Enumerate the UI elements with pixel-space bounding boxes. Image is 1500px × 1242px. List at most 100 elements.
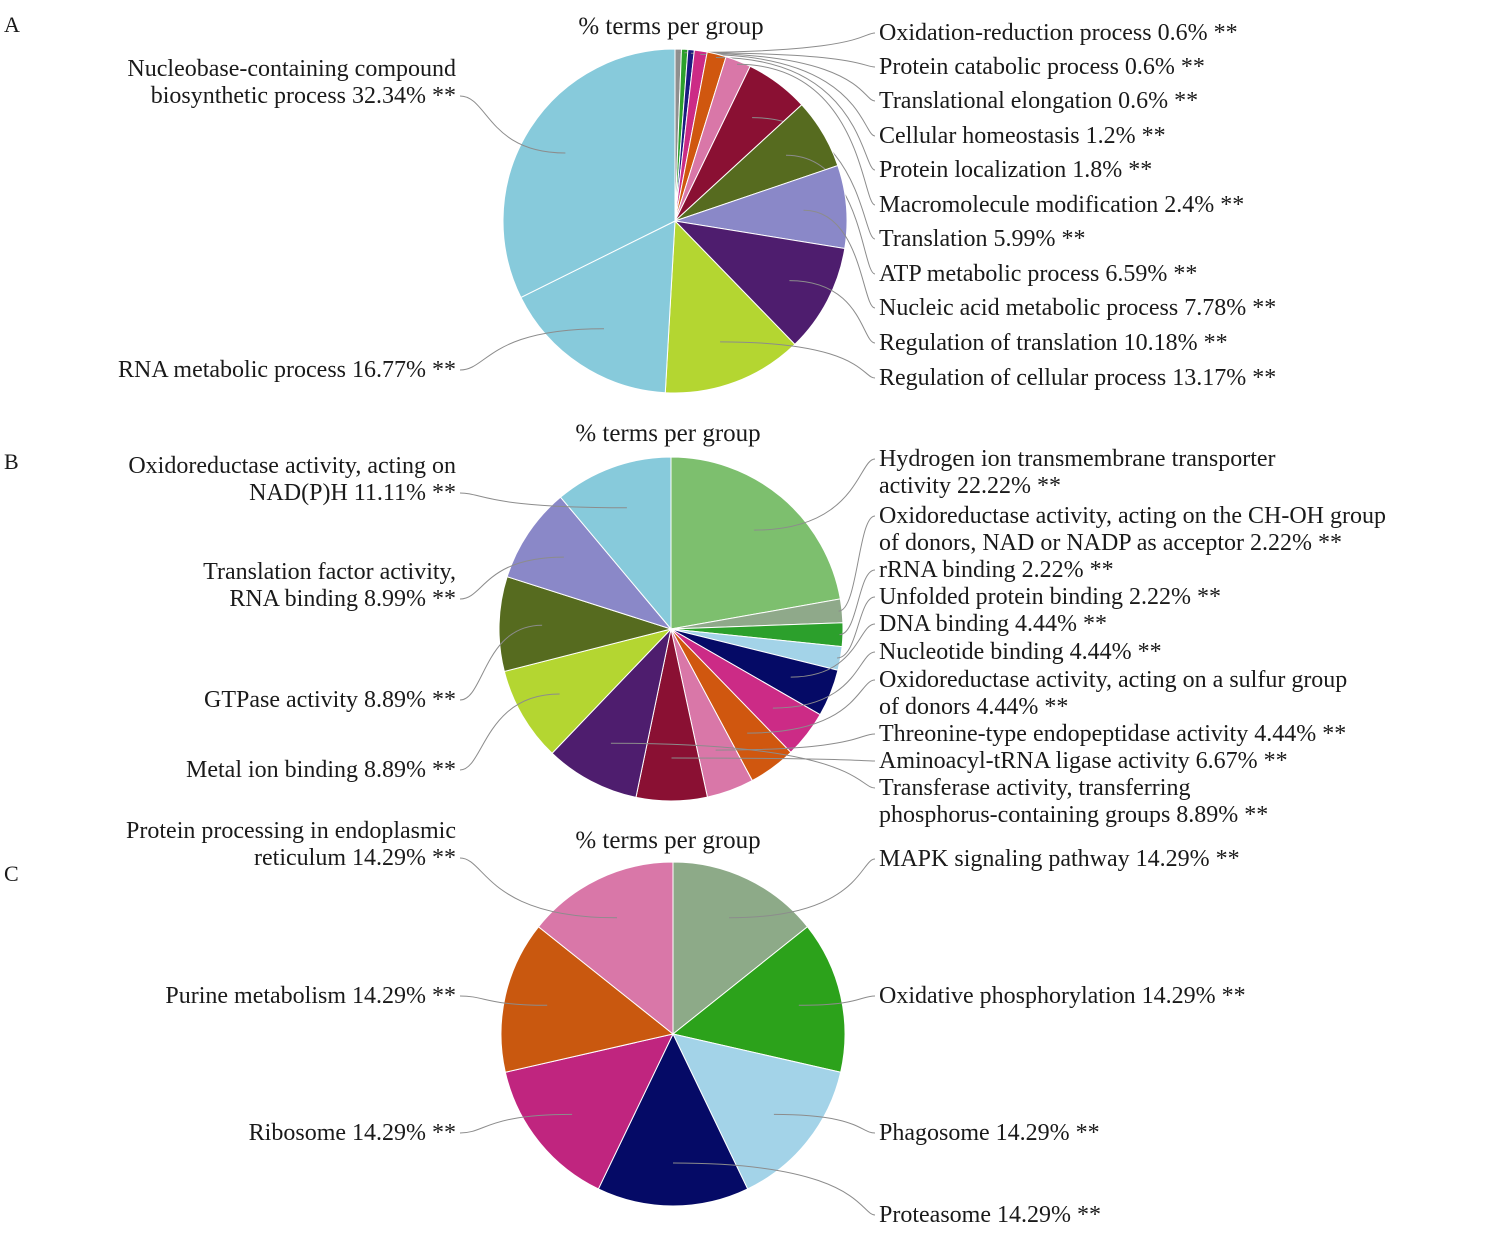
leader-line [785,154,876,275]
slice-label: Aminoacyl-tRNA ligase activity 6.67% ** [879,748,1288,774]
leader-line [747,679,876,734]
panel-letter-c: C [4,861,19,886]
slice-label: reticulum 14.29% ** [254,845,456,871]
slice-label: Threonine-type endopeptidase activity 4.… [879,721,1346,747]
slice-label: Transferase activity, transferring [879,775,1190,801]
panel-letter-b: B [4,449,19,474]
leader-line [610,742,876,789]
slice-label: Protein catabolic process 0.6% ** [879,54,1205,80]
slice-label: Translation factor activity, [203,559,456,585]
pie-slice [504,1033,674,1190]
slice-label: Translational elongation 0.6% ** [879,88,1198,114]
slice-label: Hydrogen ion transmembrane transporter [879,446,1276,472]
slice-label: of donors, NAD or NADP as acceptor 2.22%… [879,530,1342,556]
pie-c-title: % terms per group [575,827,760,854]
leader-line [459,857,618,919]
slice-label: Phagosome 14.29% ** [879,1120,1100,1146]
slice-label: Oxidative phosphorylation 14.29% ** [879,983,1246,1009]
pie-slice [673,220,846,346]
pie-slice [597,1032,749,1207]
slice-label: Oxidoreductase activity, acting on the C… [879,503,1386,529]
leader-line [715,57,876,171]
slice-label: Proteasome 14.29% ** [879,1202,1101,1228]
slice-label: NAD(P)H 11.11% ** [249,480,456,506]
pie-slice [551,627,672,798]
slice-label: RNA binding 8.99% ** [229,586,456,612]
leader-line [459,95,566,154]
pie-panel-b: B % terms per group Hydrogen ion transme… [4,420,1386,828]
leader-line [459,995,548,1006]
leader-line [459,1113,573,1134]
leader-line [839,569,876,636]
leader-line [459,556,564,600]
slice-label: MAPK signaling pathway 14.29% ** [879,846,1240,872]
pie-slice [520,220,676,394]
leader-line [700,53,876,137]
slice-label: Nucleotide binding 4.44% ** [879,639,1162,665]
leader-line [678,32,876,53]
slice-label: Translation 5.99% ** [879,226,1085,252]
leader-line [459,492,627,509]
leader-line [773,1113,876,1134]
pie-a-title: % terms per group [578,13,763,40]
slice-label: Nucleic acid metabolic process 7.78% ** [879,295,1276,321]
slice-label: Metal ion binding 8.89% ** [186,757,456,783]
pie-slice [498,576,673,673]
leader-line [459,693,560,771]
leader-line [790,623,876,678]
slice-label: Cellular homeostasis 1.2% ** [879,123,1166,149]
leader-line [715,733,876,751]
slice-label: Oxidation-reduction process 0.6% ** [879,20,1238,46]
slice-label: ATP metabolic process 6.59% ** [879,261,1197,287]
leader-line [672,1162,876,1216]
leader-line [690,52,876,102]
leader-line [772,651,876,709]
slice-label: Ribosome 14.29% ** [249,1120,456,1146]
pie-slice [672,861,809,1036]
pie-slice [537,861,674,1036]
slice-label: Macromolecule modification 2.4% ** [879,192,1244,218]
slice-label: of donors 4.44% ** [879,694,1068,720]
slice-label: Nucleobase-containing compound [127,56,456,82]
leader-line [736,63,876,206]
slice-label: GTPase activity 8.89% ** [204,687,456,713]
pie-b-title: % terms per group [575,420,760,447]
leader-line [753,458,876,531]
pie-slice [500,926,675,1073]
slice-label: RNA metabolic process 16.77% ** [118,357,456,383]
leader-line [459,328,605,371]
slice-label: DNA binding 4.44% ** [879,611,1107,637]
slice-label: phosphorus-containing groups 8.89% ** [879,802,1268,828]
pie-slice [506,496,673,631]
slice-label: biosynthetic process 32.34% ** [151,83,456,109]
slice-label: rRNA binding 2.22% ** [879,557,1114,583]
slice-label: Regulation of translation 10.18% ** [879,330,1228,356]
pie-slice [502,48,676,299]
pie-slice [664,219,796,394]
slice-label: Oxidoreductase activity, acting on [128,453,456,479]
leader-line [837,596,876,659]
leader-line [803,209,876,309]
pie-panel-a: A % terms per group Oxidation-reduction … [4,12,1276,394]
slice-label: Protein processing in endoplasmic [126,818,456,844]
slice-label: Purine metabolism 14.29% ** [165,983,456,1009]
leader-line [789,280,876,344]
pie-slice [503,628,673,754]
slice-label: Unfolded protein binding 2.22% ** [879,584,1221,610]
pie-slice [670,456,841,630]
leader-line [728,858,876,919]
leader-line [720,341,876,379]
slice-label: activity 22.22% ** [879,473,1061,499]
leader-line [798,995,876,1006]
pie-slice [672,1033,842,1190]
panel-letter-a: A [4,12,20,37]
pie-slice [671,926,846,1073]
slice-label: Protein localization 1.8% ** [879,157,1152,183]
leader-line [671,757,876,762]
pie-slice [559,456,672,631]
slice-label: Oxidoreductase activity, acting on a sul… [879,667,1347,693]
leader-line [838,515,876,612]
pie-panel-c: C % terms per group MAPK signaling pathw… [4,818,1246,1228]
slice-label: Regulation of cellular process 13.17% ** [879,365,1276,391]
